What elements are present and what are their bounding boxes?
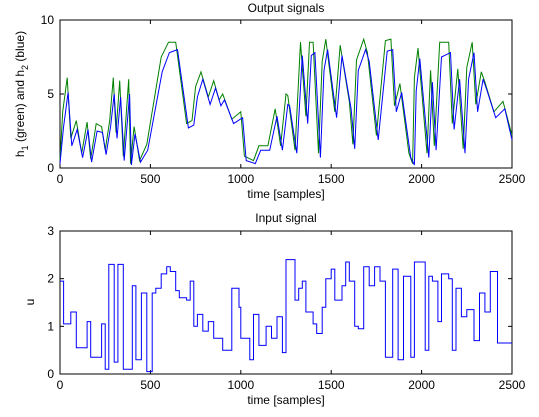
series-group-input bbox=[60, 259, 512, 373]
y-label-part-pre: h bbox=[13, 150, 27, 157]
x-tick-label-input-0: 0 bbox=[57, 378, 64, 392]
y-label-sub1: 1 bbox=[20, 145, 30, 150]
x-tick-label-output-1500: 1500 bbox=[318, 172, 345, 186]
x-tick-label-output-2000: 2000 bbox=[408, 172, 435, 186]
y-tick-label-output-0: 0 bbox=[47, 161, 54, 175]
x-tick-label-input-1000: 1000 bbox=[227, 378, 254, 392]
y-tick-label-output-5: 5 bbox=[47, 87, 54, 101]
y-tick-label-input-0: 0 bbox=[47, 367, 54, 381]
x-tick-label-output-1000: 1000 bbox=[227, 172, 254, 186]
x-tick-label-output-2500: 2500 bbox=[499, 172, 526, 186]
y-label-part-mid: (green) and h bbox=[13, 70, 27, 145]
x-tick-label-input-2000: 2000 bbox=[408, 378, 435, 392]
subplot-input-signal: Input signal 0 500 1000 1500 2000 2500 0 1 2 3 ti… bbox=[23, 211, 526, 407]
y-label-sub2: 2 bbox=[20, 65, 30, 70]
x-axis-label-output: time [samples] bbox=[247, 187, 324, 201]
y-label-part-post: (blue) bbox=[13, 31, 27, 65]
x-axis-label-input: time [samples] bbox=[247, 393, 324, 407]
x-tick-label-output-0: 0 bbox=[57, 172, 64, 186]
series-group-output bbox=[59, 37, 513, 166]
axis-ticks-output: 0 500 1000 1500 2000 2500 0 5 10 bbox=[41, 13, 526, 186]
series-line-output-1 bbox=[59, 47, 513, 166]
x-tick-label-input-500: 500 bbox=[140, 378, 160, 392]
chart-title-output: Output signals bbox=[248, 1, 325, 15]
y-tick-label-input-2: 2 bbox=[47, 272, 54, 286]
y-tick-label-output-10: 10 bbox=[41, 13, 55, 27]
y-tick-label-input-1: 1 bbox=[47, 319, 54, 333]
chart-title-input: Input signal bbox=[255, 211, 316, 225]
y-tick-label-input-3: 3 bbox=[47, 224, 54, 238]
subplot-output-signals: Output signals 0 500 1000 1500 2000 25000510 … bbox=[13, 1, 526, 201]
y-axis-label-output: h1 (green) and h2 (blue) bbox=[13, 31, 30, 157]
y-axis-label-input: u bbox=[23, 299, 37, 306]
x-tick-label-input-1500: 1500 bbox=[318, 378, 345, 392]
series-line-input-0 bbox=[60, 259, 512, 373]
x-tick-label-input-2500: 2500 bbox=[499, 378, 526, 392]
x-tick-label-output-500: 500 bbox=[140, 172, 160, 186]
series-line-output-0 bbox=[59, 37, 513, 164]
axis-ticks-input: 0 500 1000 1500 2000 2500 0 1 2 3 bbox=[47, 224, 525, 392]
